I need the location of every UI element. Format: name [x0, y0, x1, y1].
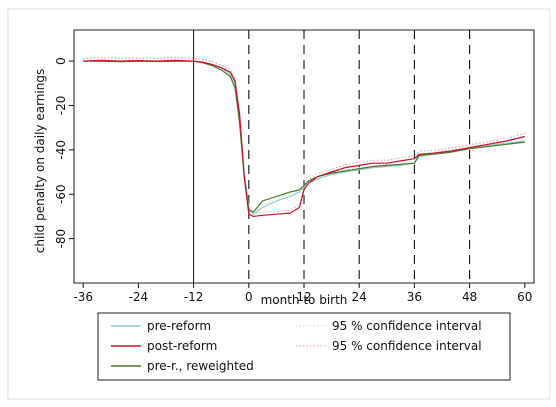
y-tick-label-40: -40: [54, 140, 68, 160]
x-axis-title: month to birth: [261, 293, 348, 307]
legend-items: pre-reform post-reform pre-r., reweighted 9…: [111, 319, 482, 373]
series-line-post-reform-1: [83, 59, 525, 217]
legend: pre-reform post-reform pre-r., reweighted 9…: [97, 312, 511, 381]
series-lines: [83, 57, 525, 217]
x-tick-label-24: 24: [352, 290, 367, 304]
x-tick-label-24: -24: [129, 290, 149, 304]
y-tick-label-0: 0: [54, 57, 68, 65]
x-tick-label-48: 48: [462, 290, 477, 304]
reference-lines: [193, 30, 471, 283]
legend-label-95-confidence-interval-4: 95 % confidence interval: [332, 339, 482, 353]
x-tick-label-12: 12: [296, 290, 311, 304]
x-tick-label-60: 60: [517, 290, 532, 304]
legend-label-pre-reform-0: pre-reform: [147, 319, 211, 333]
y-tick-label-80: -80: [54, 229, 68, 249]
y-tick-label-60: -60: [54, 184, 68, 204]
legend-label-95-confidence-interval-3: 95 % confidence interval: [332, 319, 482, 333]
y-axis: 0 -20 -40 -60 -80: [54, 57, 74, 248]
x-tick-label-36: -36: [73, 290, 93, 304]
y-axis-title: child penalty on daily earnings: [33, 69, 47, 253]
x-tick-label-0: 0: [245, 290, 253, 304]
x-tick-label-36: 36: [407, 290, 422, 304]
x-tick-label-12: -12: [184, 290, 204, 304]
x-axis: -36 -24 -12 0 12 24 36 48 60: [73, 283, 532, 304]
legend-label-pre-r-reweighted-2: pre-r., reweighted: [147, 359, 254, 373]
plot-region: [73, 29, 535, 284]
y-tick-label-20: -20: [54, 96, 68, 116]
legend-label-post-reform-1: post-reform: [147, 339, 217, 353]
